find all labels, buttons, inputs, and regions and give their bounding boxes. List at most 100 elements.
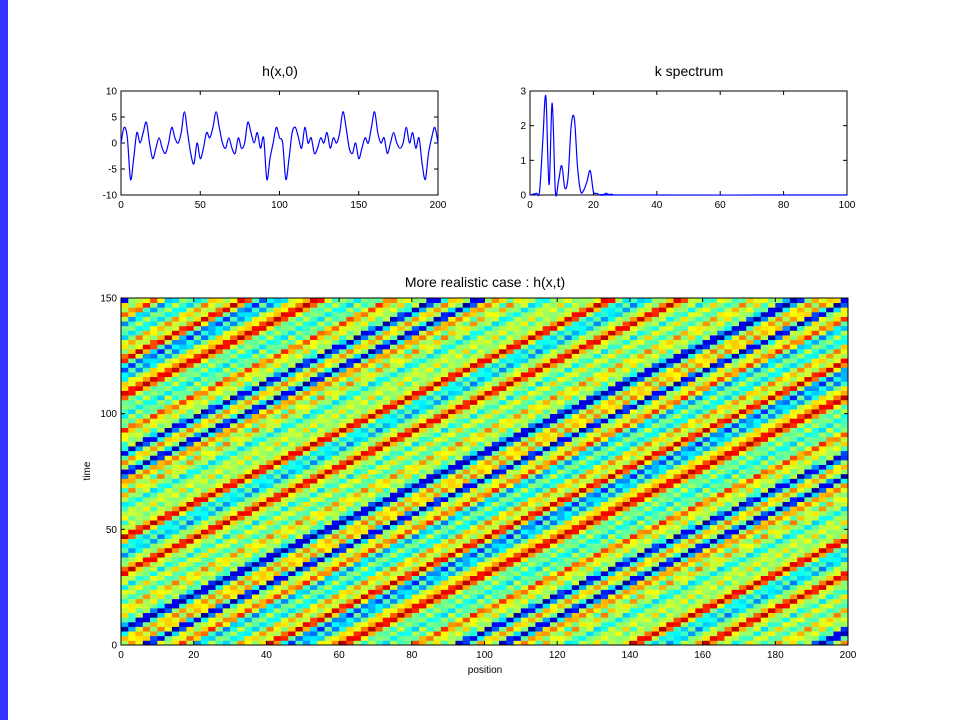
- heatmap-cell: [484, 418, 493, 424]
- heatmap-cell: [382, 617, 391, 623]
- heatmap-cell: [237, 617, 245, 623]
- heatmap-cell: [164, 598, 173, 604]
- heatmap-cell: [411, 603, 420, 609]
- heatmap-cell: [273, 469, 282, 475]
- heatmap-cell: [731, 538, 740, 544]
- heatmap-cell: [753, 487, 762, 493]
- heatmap-cell: [768, 635, 776, 641]
- heatmap-cell: [150, 580, 158, 586]
- heatmap-cell: [433, 552, 442, 558]
- heatmap-cell: [222, 617, 231, 623]
- heatmap-cell: [549, 566, 558, 572]
- heatmap-cell: [310, 640, 318, 646]
- heatmap-cell: [789, 496, 798, 502]
- heatmap-cell: [179, 459, 187, 465]
- heatmap-cell: [724, 612, 733, 618]
- heatmap-cell: [360, 566, 369, 572]
- heatmap-cell: [280, 570, 289, 576]
- heatmap-cell: [230, 473, 238, 479]
- heatmap-cell: [280, 455, 289, 461]
- heatmap-cell: [637, 515, 645, 521]
- heatmap-cell: [549, 584, 558, 590]
- heatmap-cell: [622, 580, 631, 586]
- heatmap-cell: [579, 496, 587, 502]
- heatmap-cell: [542, 533, 551, 539]
- heatmap-cell: [259, 543, 267, 549]
- heatmap-cell: [251, 441, 260, 447]
- heatmap-cell: [368, 584, 376, 590]
- heatmap-cell: [346, 584, 355, 590]
- heatmap-cell: [324, 561, 333, 567]
- heatmap-cell: [360, 547, 369, 553]
- heatmap-cell: [542, 455, 551, 461]
- heatmap-cell: [549, 607, 558, 614]
- heatmap-cell: [469, 538, 478, 544]
- heatmap-cell: [331, 598, 340, 604]
- heatmap-cell: [818, 422, 827, 428]
- heatmap-cell: [288, 552, 296, 558]
- heatmap-cell: [462, 584, 471, 590]
- heatmap-cell: [775, 617, 783, 623]
- heatmap-cell: [455, 621, 464, 627]
- heatmap-cell: [724, 547, 733, 553]
- heatmap-cell: [593, 455, 602, 461]
- heatmap-cell: [193, 459, 202, 465]
- heatmap-cell: [433, 436, 442, 442]
- heatmap-cell: [804, 473, 813, 479]
- heatmap-cell: [782, 478, 791, 484]
- heatmap-cell: [448, 450, 456, 456]
- heatmap-cell: [840, 617, 849, 623]
- heatmap-cell: [411, 422, 420, 428]
- heatmap-cell: [658, 446, 667, 452]
- heatmap-cell: [237, 496, 245, 502]
- heatmap-cell: [193, 496, 202, 502]
- heatmap-cell: [215, 617, 224, 623]
- heatmap-cell: [266, 496, 275, 502]
- heatmap-cell: [426, 607, 435, 614]
- heatmap-cell: [826, 575, 834, 581]
- heatmap-cell: [448, 538, 456, 544]
- heatmap-cell: [826, 607, 834, 614]
- heatmap-cell: [251, 566, 260, 572]
- heatmap-cell: [542, 441, 551, 447]
- heatmap-cell: [557, 515, 565, 521]
- heatmap-cell: [186, 557, 195, 563]
- heatmap-cell: [826, 418, 834, 424]
- heatmap-cell: [280, 501, 289, 507]
- heatmap-cell: [222, 570, 231, 576]
- heatmap-cell: [571, 501, 580, 507]
- heatmap-cell: [564, 432, 573, 438]
- heatmap-cell: [513, 612, 522, 618]
- heatmap-cell: [375, 469, 384, 475]
- heatmap-cell: [746, 580, 754, 586]
- heatmap-cell: [804, 464, 813, 470]
- heatmap-cell: [353, 469, 362, 475]
- heatmap-cell: [542, 561, 551, 567]
- heatmap-cell: [542, 515, 551, 521]
- heatmap-cell: [397, 575, 405, 581]
- heatmap-cell: [288, 473, 296, 479]
- heatmap-cell: [760, 575, 769, 581]
- heatmap-cell: [244, 640, 253, 646]
- heatmap-cell: [484, 543, 493, 549]
- heatmap-cell: [499, 533, 507, 539]
- heatmap-cell: [768, 538, 776, 544]
- heatmap-cell: [200, 427, 209, 433]
- heatmap-cell: [273, 487, 282, 493]
- heatmap-cell: [310, 617, 318, 623]
- heatmap-cell: [600, 547, 609, 553]
- heatmap-cell: [317, 441, 325, 447]
- heatmap-cell: [171, 580, 180, 586]
- heatmap-cell: [782, 524, 791, 530]
- heatmap-cell: [266, 418, 275, 424]
- heatmap-cell: [440, 469, 449, 475]
- heatmap-cell: [782, 621, 791, 627]
- heatmap-cell: [331, 543, 340, 549]
- heatmap-cell: [673, 575, 682, 581]
- heatmap-cell: [673, 473, 682, 479]
- heatmap-cell: [142, 427, 151, 433]
- heatmap-cell: [302, 446, 311, 452]
- heatmap-cell: [506, 478, 514, 484]
- heatmap-cell: [455, 635, 464, 641]
- heatmap-cell: [426, 473, 435, 479]
